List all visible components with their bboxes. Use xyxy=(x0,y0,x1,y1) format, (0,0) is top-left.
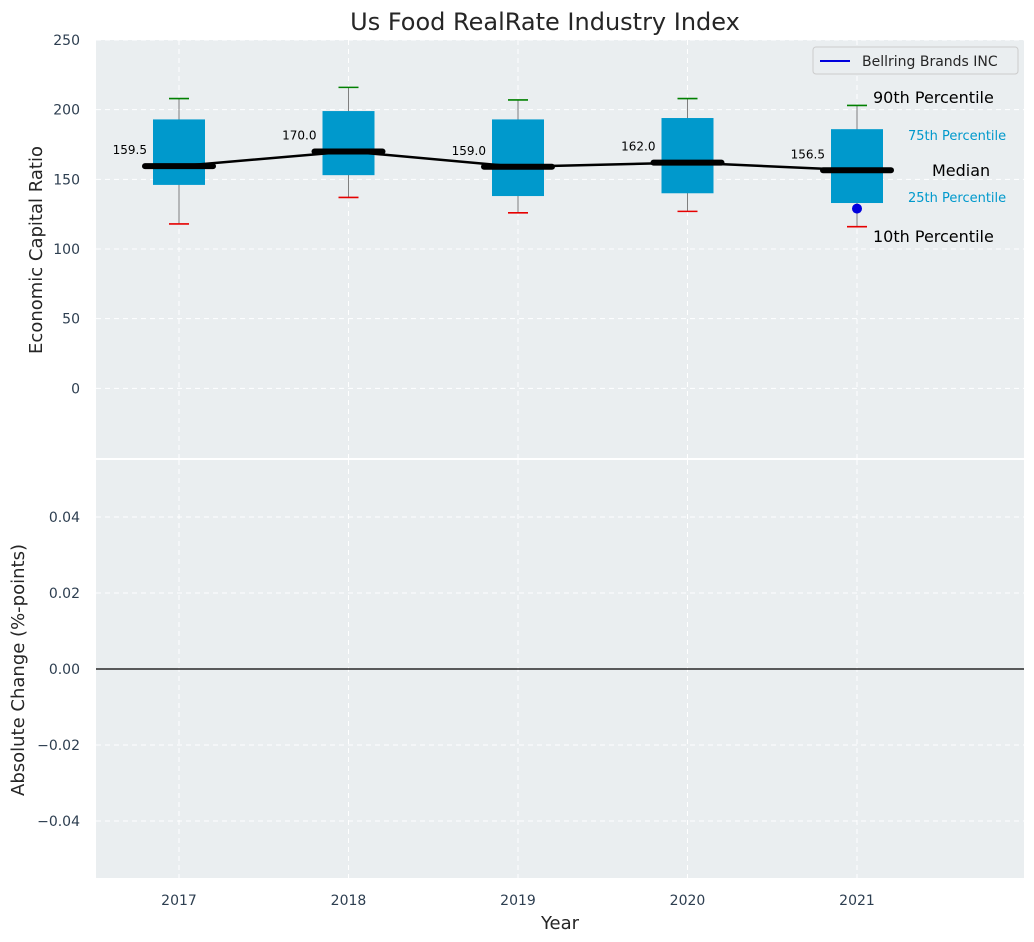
legend-box xyxy=(812,46,1019,75)
box-plots xyxy=(153,86,883,228)
p90-annotation: 90th Percentile xyxy=(873,88,994,107)
box-plot-2020 xyxy=(661,97,714,213)
median-value-label: 159.0 xyxy=(452,144,486,158)
median-labels: 159.5 170.0 159.0 162.0 156.5 xyxy=(113,128,825,161)
top-y-tick-label: 250 xyxy=(53,33,80,49)
median-bars xyxy=(142,148,894,174)
median-value-label: 159.5 xyxy=(113,143,147,157)
box-plot-2017 xyxy=(153,97,205,225)
bottom-y-tick-label: 0.02 xyxy=(49,586,80,602)
top-y-tick-label: 150 xyxy=(53,172,80,188)
x-tick-label: 2019 xyxy=(500,893,536,909)
median-value-label: 162.0 xyxy=(621,140,655,154)
x-tick-label: 2017 xyxy=(161,893,197,909)
median-value-label: 156.5 xyxy=(791,147,825,161)
median-value-label: 170.0 xyxy=(282,128,316,142)
top-y-tick-label: 100 xyxy=(53,242,80,258)
x-tick-label: 2020 xyxy=(670,893,706,909)
iqr-box xyxy=(661,118,714,194)
x-ticks: 2017 2018 2019 2020 2021 xyxy=(161,893,875,909)
top-y-tick-label: 50 xyxy=(62,312,80,328)
box-plot-2018 xyxy=(322,86,375,199)
iqr-box xyxy=(322,111,375,176)
chart-title: Us Food RealRate Industry Index xyxy=(350,8,740,36)
median-annotation: Median xyxy=(932,161,990,180)
company-point xyxy=(852,203,862,214)
x-axis-label: Year xyxy=(540,913,580,934)
bottom-y-axis-label: Absolute Change (%-points) xyxy=(8,544,29,796)
top-y-axis-label: Economic Capital Ratio xyxy=(26,146,47,354)
iqr-box xyxy=(831,129,883,204)
bottom-y-tick-label: 0.04 xyxy=(49,510,80,526)
box-plot-2019 xyxy=(492,99,544,214)
legend-label: Bellring Brands INC xyxy=(862,54,998,70)
top-y-tick-label: 200 xyxy=(53,103,80,119)
top-panel: 0 50 100 150 200 250 159.5 170.0 159.0 162.0 156.… xyxy=(26,33,1024,458)
legend: Bellring Brands INC xyxy=(812,46,1019,75)
top-y-tick-label: 0 xyxy=(71,381,80,397)
top-grid xyxy=(96,39,1024,458)
p10-annotation: 10th Percentile xyxy=(873,227,994,246)
x-tick-label: 2018 xyxy=(331,893,367,909)
p25-annotation: 25th Percentile xyxy=(908,191,1006,206)
iqr-box xyxy=(492,119,544,197)
bottom-y-tick-label: −0.04 xyxy=(37,814,80,830)
x-tick-label: 2021 xyxy=(839,893,875,909)
top-y-ticks: 0 50 100 150 200 250 xyxy=(53,33,80,397)
p75-annotation: 75th Percentile xyxy=(908,129,1006,144)
bottom-panel: 0.040.020.00−0.02−0.04 2017 2018 2019 2020 2… xyxy=(8,460,1024,934)
bottom-y-tick-label: 0.00 xyxy=(49,662,80,678)
iqr-box xyxy=(153,119,205,185)
bottom-y-ticks: 0.04 0.02 0.00 −0.02 −0.04 xyxy=(37,510,80,830)
bottom-y-tick-label: −0.02 xyxy=(37,738,80,754)
